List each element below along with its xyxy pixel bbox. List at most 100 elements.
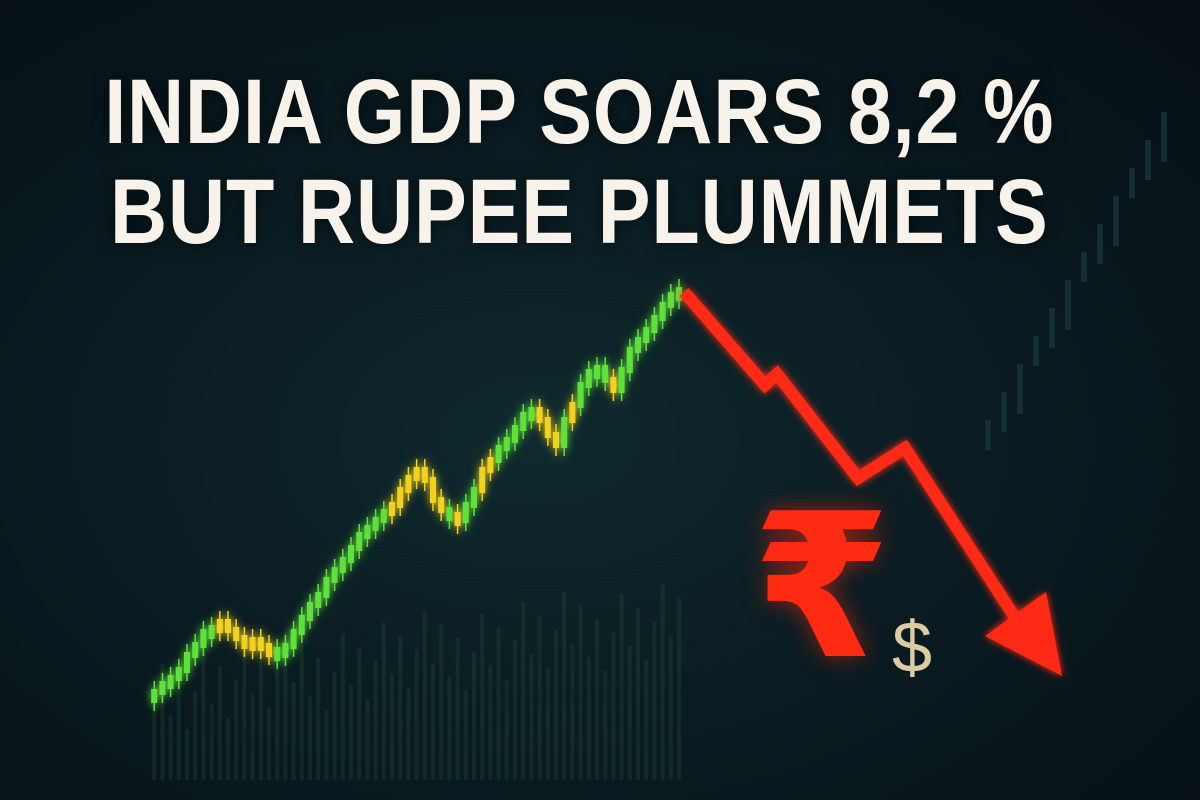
candle-body xyxy=(495,445,502,463)
volume-bar xyxy=(447,676,452,780)
candle-body xyxy=(167,675,174,689)
candle-body xyxy=(405,475,412,493)
headline-line-2: BUT RUPEE PLUMMETS xyxy=(110,161,1049,263)
background-candle xyxy=(1129,168,1135,198)
volume-bar xyxy=(258,655,263,780)
volume-bar xyxy=(185,729,189,780)
arrow-head-icon xyxy=(985,592,1062,676)
candle-body xyxy=(233,627,240,641)
background-candle xyxy=(1113,196,1119,246)
background-volume-bars xyxy=(152,112,1167,780)
candle-body xyxy=(159,681,166,695)
volume-bar xyxy=(209,704,214,780)
candle-body xyxy=(430,477,436,503)
volume-bar xyxy=(668,635,673,780)
candle-body xyxy=(602,365,609,383)
background-candle xyxy=(1097,224,1103,264)
candle-body xyxy=(200,629,207,648)
volume-bar xyxy=(267,707,271,780)
volume-bar xyxy=(595,619,599,780)
volume-bar xyxy=(373,660,378,780)
candle-body xyxy=(585,369,592,388)
candle-body xyxy=(364,525,371,539)
candle-body xyxy=(192,642,199,658)
volume-bar xyxy=(217,666,222,780)
candle-body xyxy=(290,629,297,649)
volume-bar xyxy=(422,611,427,780)
volume-bar xyxy=(537,616,542,780)
volume-bar xyxy=(381,622,386,780)
volume-bar xyxy=(431,663,435,780)
volume-bar xyxy=(152,701,157,780)
candle-body xyxy=(389,502,395,516)
volume-bar xyxy=(619,594,624,780)
candle-body xyxy=(331,567,338,583)
volume-bar xyxy=(168,715,173,780)
dollar-icon: $ xyxy=(892,608,933,688)
volume-bar xyxy=(504,679,509,780)
decline-arrow-line xyxy=(679,288,1024,626)
volume-bar xyxy=(677,597,681,780)
volume-bar xyxy=(176,677,181,780)
volume-bar xyxy=(480,613,485,780)
volume-bar xyxy=(570,643,575,780)
volume-bar xyxy=(324,709,329,780)
volume-bar xyxy=(414,649,419,780)
volume-bar xyxy=(275,668,280,780)
volume-bar xyxy=(545,668,550,780)
candle-body xyxy=(151,689,158,703)
candle-body xyxy=(438,497,445,513)
candle-body xyxy=(356,532,363,551)
background-candle xyxy=(1001,392,1007,432)
volume-bar xyxy=(390,674,394,780)
background-candle xyxy=(1065,280,1071,330)
volume-bar xyxy=(357,646,362,780)
volume-bar xyxy=(578,605,583,780)
candle-body xyxy=(594,365,600,379)
candle-body xyxy=(282,643,289,658)
candle-body xyxy=(421,467,428,483)
volume-bar xyxy=(234,679,239,780)
background-candle xyxy=(1017,364,1023,414)
volume-bar xyxy=(554,630,558,780)
volume-bar xyxy=(496,627,501,780)
background-candle xyxy=(1081,252,1087,282)
volume-bar xyxy=(660,583,665,780)
volume-bar xyxy=(398,635,403,780)
headline-line-1: INDIA GDP SOARS 8,2 % xyxy=(104,61,1055,163)
volume-bar xyxy=(299,644,304,780)
rupee-icon: ₹ xyxy=(752,471,892,704)
background-candle xyxy=(1161,112,1167,162)
volume-bar xyxy=(406,687,411,780)
candle-body xyxy=(651,315,658,333)
candle-body xyxy=(339,557,346,573)
candle-body xyxy=(479,467,486,493)
volume-bar xyxy=(611,632,616,780)
candle-body xyxy=(348,545,354,563)
candle-body xyxy=(266,643,272,657)
candle-body xyxy=(667,292,674,308)
volume-bar xyxy=(160,663,165,780)
candle-body xyxy=(635,337,641,353)
candle-body xyxy=(553,432,559,448)
candle-body xyxy=(315,592,322,608)
volume-bar xyxy=(291,682,296,780)
volume-bar xyxy=(586,657,591,780)
candle-body xyxy=(380,509,387,523)
candle-body xyxy=(659,302,666,321)
volume-bar xyxy=(627,646,632,780)
candle-body xyxy=(577,382,584,408)
candle-body xyxy=(569,402,576,423)
candle-body xyxy=(208,625,215,639)
volume-bar xyxy=(513,641,517,780)
candle-body xyxy=(643,327,650,343)
volume-bar xyxy=(521,602,526,780)
candle-body xyxy=(225,619,231,633)
candle-body xyxy=(561,417,568,448)
candle-body xyxy=(503,437,510,451)
volume-bar xyxy=(226,718,230,780)
candle-body xyxy=(544,417,551,438)
candle-body xyxy=(216,619,223,633)
candle-body xyxy=(454,512,461,526)
